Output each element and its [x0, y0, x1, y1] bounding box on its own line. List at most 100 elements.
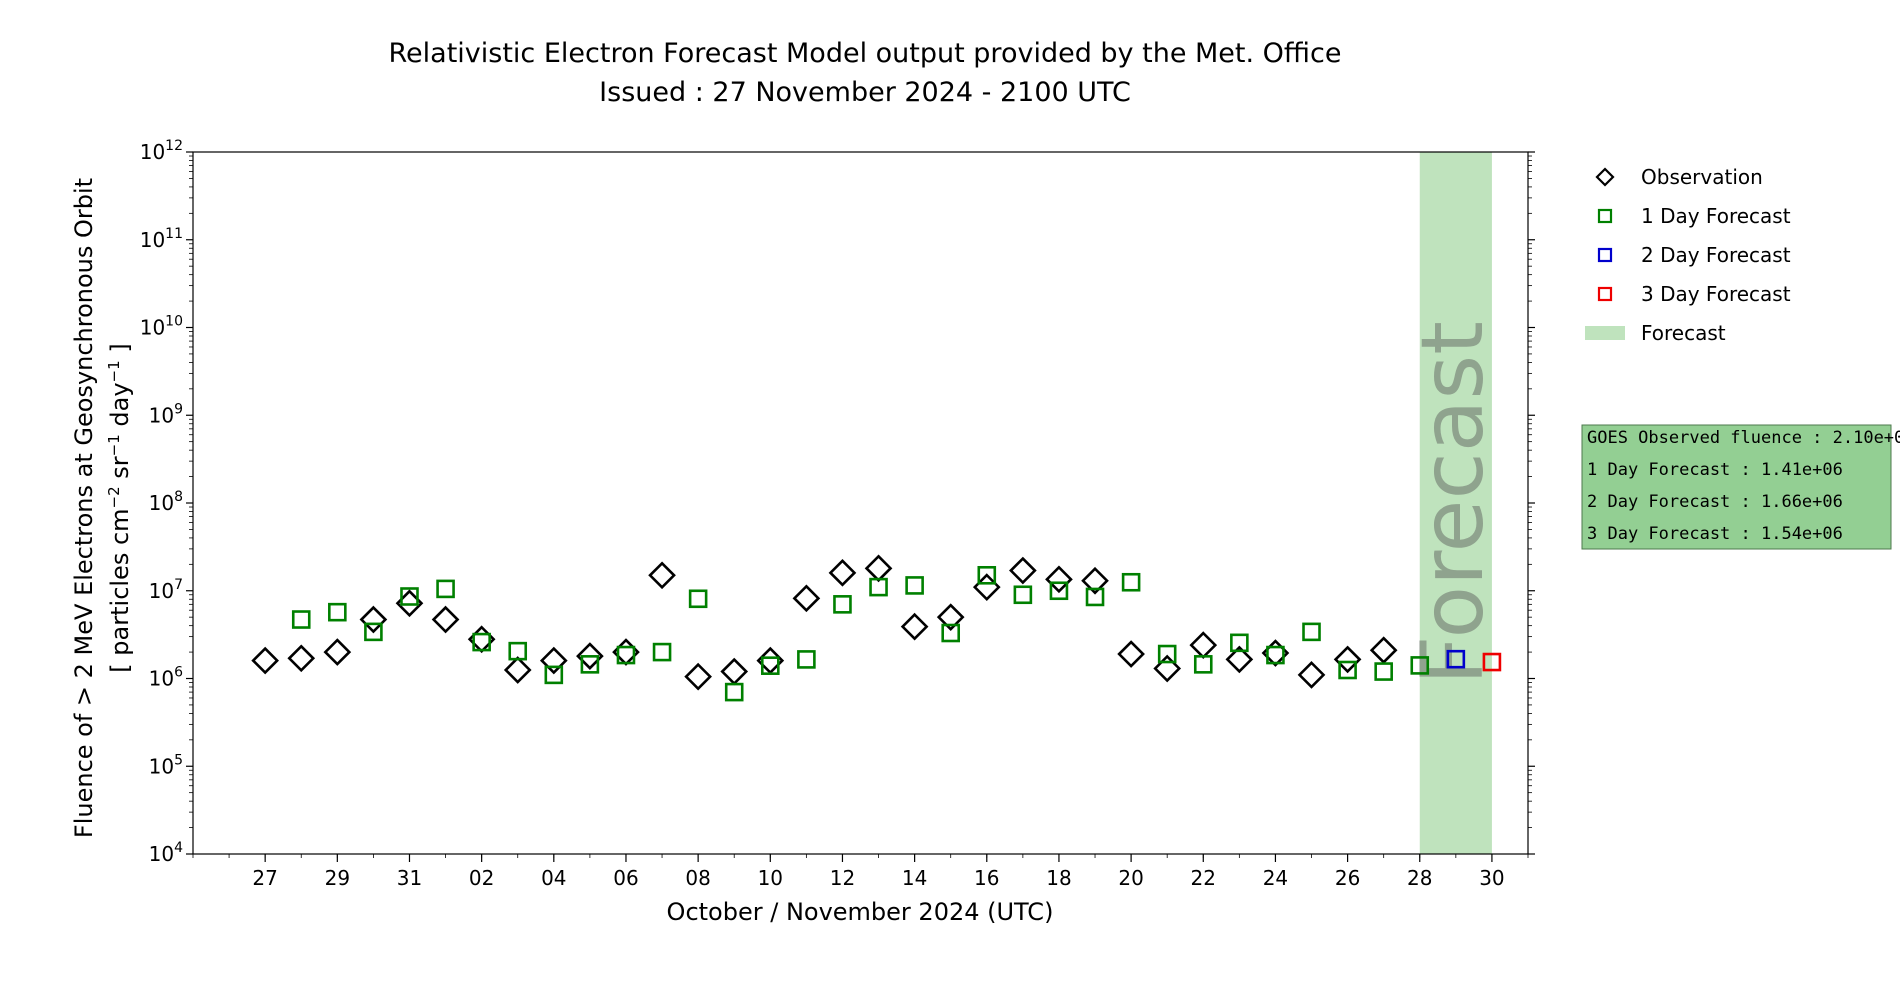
1-day-forecast-point: [1157, 644, 1177, 664]
1-day-forecast-point: [869, 577, 888, 597]
y-tick-label: 105: [149, 752, 183, 778]
observation-point: [648, 561, 676, 590]
y-tick-label: 107: [149, 577, 183, 603]
observation-point: [1369, 636, 1398, 665]
x-tick-label: 31: [397, 866, 422, 890]
observation-point: [828, 559, 857, 587]
1-day-forecast-point: [544, 665, 564, 685]
1-day-forecast-point: [688, 589, 708, 609]
y-tick-label: 104: [149, 840, 183, 866]
y-axis-label-line1: Fluence of > 2 MeV Electrons at Geosynch…: [70, 178, 98, 838]
1-day-forecast-point: [580, 655, 600, 674]
x-tick-label: 08: [685, 866, 710, 890]
x-tick-label: 29: [325, 866, 350, 890]
x-axis: 27 29 31 02 04 06 08 10 12 14 16 18 20 22 24 26 28 30: [192, 854, 1529, 890]
1-day-forecast-point: [436, 579, 455, 599]
observation-point: [936, 603, 965, 632]
y-tick-label: 106: [149, 665, 183, 691]
observation-point: [1333, 645, 1362, 674]
x-tick-label: 02: [469, 866, 494, 890]
y-axis-label-line2: [ particles cm−2 sr−1 day−1 ]: [105, 343, 134, 672]
x-tick-label: 12: [830, 866, 855, 890]
observation-point: [1117, 640, 1145, 668]
observation-point: [503, 656, 532, 684]
y-tick-label: 1011: [140, 226, 183, 252]
1-day-forecast-point: [1410, 656, 1430, 675]
1-day-forecast-point: [1049, 581, 1069, 601]
1-day-forecast-point: [724, 682, 744, 702]
observation-point: [539, 646, 568, 675]
x-tick-label: 04: [541, 866, 566, 890]
legend-label-2-day-forecast: 2 Day Forecast: [1641, 243, 1791, 267]
data-markers: [251, 554, 1502, 702]
y-tick-label: 108: [149, 489, 183, 515]
x-tick-label: 28: [1407, 866, 1432, 890]
observation-point: [684, 662, 712, 691]
1-day-forecast-point: [941, 623, 961, 643]
1-day-forecast-point: [797, 650, 816, 669]
info-box: GOES Observed fluence : 2.10e+06 1 Day F…: [1581, 424, 1900, 550]
legend-label-forecast: Forecast: [1641, 321, 1726, 345]
chart-subtitle: Issued : 27 November 2024 - 2100 UTC: [599, 77, 1131, 108]
observation-point: [900, 612, 929, 641]
legend-swatch-2-day-forecast: [1597, 247, 1613, 263]
1-day-forecast-point: [1121, 572, 1141, 592]
y-tick-label: 109: [149, 401, 183, 427]
1-day-forecast-point: [977, 565, 997, 585]
1-day-forecast-point: [1302, 622, 1321, 642]
observation-point: [1081, 566, 1109, 595]
info-1day: 1 Day Forecast : 1.41e+06: [1587, 460, 1843, 480]
legend: Observation 1 Day Forecast 2 Day Forecast 3…: [1585, 165, 1791, 345]
1-day-forecast-point: [328, 602, 347, 622]
legend-label-1-day-forecast: 1 Day Forecast: [1641, 204, 1791, 228]
x-tick-label: 10: [758, 866, 783, 890]
1-day-forecast-point: [1193, 655, 1213, 674]
forecast-band: [1419, 152, 1492, 854]
1-day-forecast-point: [1230, 633, 1249, 653]
1-day-forecast-point: [652, 642, 672, 662]
1-day-forecast-point: [472, 632, 491, 652]
y-tick-label: 1012: [140, 138, 183, 164]
1-day-forecast-point: [1374, 662, 1393, 681]
forecast-band-label: Forecast: [1403, 321, 1503, 685]
x-tick-label: 16: [974, 866, 999, 890]
x-tick-label: 30: [1479, 866, 1504, 890]
x-tick-label: 06: [613, 866, 638, 890]
1-day-forecast-point: [291, 610, 311, 629]
legend-swatch-observation: [1595, 167, 1615, 187]
info-observed: GOES Observed fluence : 2.10e+06: [1587, 428, 1900, 448]
observation-point: [251, 646, 280, 675]
observation-point: [323, 638, 352, 666]
observation-point: [1009, 556, 1037, 585]
observation-point: [576, 642, 604, 670]
observation-point: [287, 644, 316, 673]
chart-title: Relativistic Electron Forecast Model out…: [388, 38, 1342, 69]
legend-swatch-1-day-forecast: [1597, 208, 1613, 224]
info-3day: 3 Day Forecast : 1.54e+06: [1587, 524, 1843, 544]
observation-point: [1153, 654, 1182, 683]
1-day-forecast-point: [905, 576, 924, 595]
observation-point: [431, 605, 460, 634]
legend-swatch-3-day-forecast: [1597, 286, 1613, 302]
1-day-forecast-point: [760, 656, 780, 675]
x-tick-label: 24: [1263, 866, 1288, 890]
observation-point: [1225, 645, 1254, 674]
x-tick-label: 20: [1118, 866, 1143, 890]
observation-point: [1045, 565, 1073, 594]
y-axis: 104 105 106 107 108 109 1010 1011 1012: [140, 138, 1535, 866]
x-tick-label: 26: [1335, 866, 1360, 890]
y-axis-label: Fluence of > 2 MeV Electrons at Geosynch…: [70, 178, 134, 838]
observation-point: [720, 657, 749, 686]
y-tick-label: 1010: [140, 314, 183, 340]
1-day-forecast-point: [616, 645, 636, 665]
2-day-forecast-point: [1446, 649, 1466, 669]
3-day-forecast-point: [1482, 652, 1502, 672]
info-2day: 2 Day Forecast : 1.66e+06: [1587, 492, 1843, 512]
1-day-forecast-point: [1085, 587, 1105, 607]
info-box-background: [1581, 424, 1892, 550]
plot-border: [192, 151, 1529, 855]
x-tick-label: 18: [1046, 866, 1071, 890]
1-day-forecast-point: [1266, 645, 1285, 665]
observation-point: [864, 554, 893, 583]
